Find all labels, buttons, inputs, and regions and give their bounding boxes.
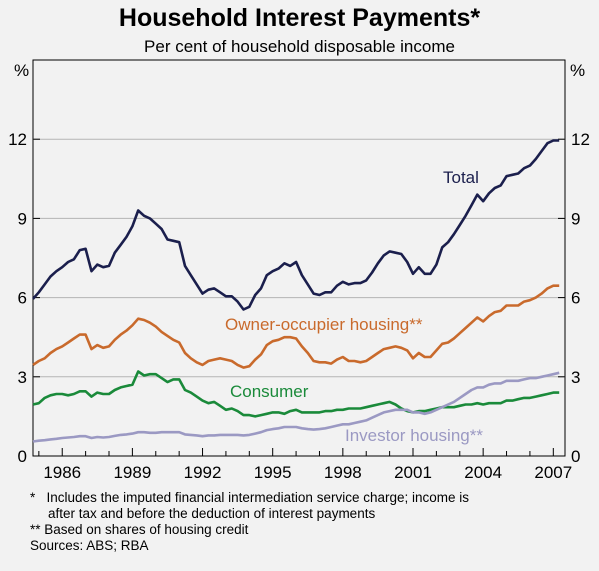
x-tick-label: 2001 xyxy=(394,463,432,482)
x-tick-label: 1998 xyxy=(324,463,362,482)
y-tick-label-right: 6 xyxy=(571,289,580,308)
y-tick-label-right: 12 xyxy=(571,130,590,149)
series-label-investor: Investor housing** xyxy=(345,426,483,445)
x-tick-label: 1989 xyxy=(113,463,151,482)
x-tick-label: 2007 xyxy=(534,463,572,482)
y-tick-label-right: 9 xyxy=(571,209,580,228)
y-axis-unit-right: % xyxy=(570,61,585,80)
y-tick-label-left: 9 xyxy=(18,209,27,228)
series-line-1 xyxy=(32,284,560,369)
footnote-1-line-2: after tax and before the deduction of in… xyxy=(48,506,376,521)
series-label-owner-occupier: Owner-occupier housing** xyxy=(225,315,423,334)
series-line-2 xyxy=(32,370,560,418)
y-tick-label-left: 6 xyxy=(18,289,27,308)
y-tick-label-left: 3 xyxy=(18,368,27,387)
y-tick-label-left: 0 xyxy=(18,447,27,466)
series-lines xyxy=(32,139,560,443)
x-tick-label: 1986 xyxy=(43,463,81,482)
x-tick-label: 2004 xyxy=(464,463,502,482)
chart-subtitle: Per cent of household disposable income xyxy=(144,37,455,56)
grid xyxy=(33,138,565,378)
sources: Sources: ABS; RBA xyxy=(30,538,149,553)
x-tick-label: 1992 xyxy=(184,463,222,482)
footnote-1-text: Includes the imputed financial intermedi… xyxy=(46,490,469,505)
footnotes: * Includes the imputed financial interme… xyxy=(30,490,469,554)
y-tick-label-right: 3 xyxy=(571,368,580,387)
footnote-1-line-1: * Includes the imputed financial interme… xyxy=(30,490,469,506)
axis-ticks: 0 0 3 3 6 6 9 9 12 12 1986 1989 1992 1995 1998 2001 2004… xyxy=(8,130,590,482)
series-label-total: Total xyxy=(443,168,479,187)
y-axis-unit-left: % xyxy=(14,61,29,80)
x-tick-label: 1995 xyxy=(254,463,292,482)
chart-title: Household Interest Payments* xyxy=(118,4,481,32)
series-line-0 xyxy=(32,139,560,311)
series-line-3 xyxy=(32,371,560,443)
y-tick-label-right: 0 xyxy=(571,447,580,466)
footnote-1-marker: * xyxy=(30,490,36,505)
footnote-2: ** Based on shares of housing credit xyxy=(30,522,249,537)
y-tick-label-left: 12 xyxy=(8,130,27,149)
plot-area xyxy=(32,59,566,457)
series-label-consumer: Consumer xyxy=(230,382,309,401)
